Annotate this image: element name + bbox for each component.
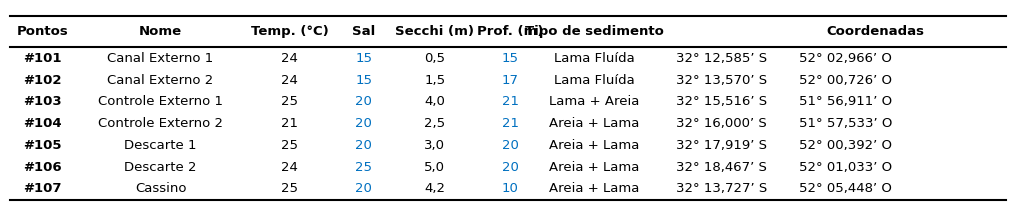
Text: #106: #106 bbox=[23, 161, 62, 174]
Text: Tipo de sedimento: Tipo de sedimento bbox=[525, 25, 663, 39]
Text: #107: #107 bbox=[23, 183, 62, 195]
Text: 1,5: 1,5 bbox=[425, 74, 445, 87]
Text: #101: #101 bbox=[23, 52, 62, 65]
Text: 24: 24 bbox=[281, 52, 298, 65]
Text: Temp. (°C): Temp. (°C) bbox=[251, 25, 328, 39]
Text: 4,0: 4,0 bbox=[425, 95, 445, 108]
Text: Coordenadas: Coordenadas bbox=[827, 25, 925, 39]
Text: 32° 18,467’ S: 32° 18,467’ S bbox=[677, 161, 767, 174]
Text: 52° 02,966’ O: 52° 02,966’ O bbox=[800, 52, 892, 65]
Text: 15: 15 bbox=[502, 52, 518, 65]
Text: 10: 10 bbox=[502, 183, 518, 195]
Text: Canal Externo 1: Canal Externo 1 bbox=[108, 52, 213, 65]
Text: 25: 25 bbox=[281, 183, 298, 195]
Text: 52° 00,392’ O: 52° 00,392’ O bbox=[799, 139, 892, 152]
Text: 20: 20 bbox=[356, 183, 372, 195]
Text: #103: #103 bbox=[23, 95, 62, 108]
Text: Lama + Areia: Lama + Areia bbox=[550, 95, 639, 108]
Text: 2,5: 2,5 bbox=[425, 117, 445, 130]
Text: Lama Fluída: Lama Fluída bbox=[554, 52, 635, 65]
Text: 15: 15 bbox=[356, 74, 372, 87]
Text: Areia + Lama: Areia + Lama bbox=[550, 161, 639, 174]
Text: 25: 25 bbox=[356, 161, 372, 174]
Text: 32° 12,585’ S: 32° 12,585’ S bbox=[676, 52, 767, 65]
Text: Pontos: Pontos bbox=[17, 25, 68, 39]
Text: 52° 00,726’ O: 52° 00,726’ O bbox=[799, 74, 892, 87]
Text: #105: #105 bbox=[23, 139, 62, 152]
Text: 25: 25 bbox=[281, 139, 298, 152]
Text: #102: #102 bbox=[23, 74, 62, 87]
Text: 3,0: 3,0 bbox=[425, 139, 445, 152]
Text: 24: 24 bbox=[281, 161, 298, 174]
Text: Areia + Lama: Areia + Lama bbox=[550, 183, 639, 195]
Text: 32° 17,919’ S: 32° 17,919’ S bbox=[676, 139, 767, 152]
Text: 32° 15,516’ S: 32° 15,516’ S bbox=[676, 95, 767, 108]
Text: 17: 17 bbox=[502, 74, 518, 87]
Text: 21: 21 bbox=[502, 117, 518, 130]
Text: Descarte 1: Descarte 1 bbox=[124, 139, 197, 152]
Text: #104: #104 bbox=[23, 117, 62, 130]
Text: Controle Externo 2: Controle Externo 2 bbox=[98, 117, 224, 130]
Text: Descarte 2: Descarte 2 bbox=[124, 161, 197, 174]
Text: 25: 25 bbox=[281, 95, 298, 108]
Text: 52° 01,033’ O: 52° 01,033’ O bbox=[799, 161, 892, 174]
Text: 20: 20 bbox=[356, 117, 372, 130]
Text: Lama Fluída: Lama Fluída bbox=[554, 74, 635, 87]
Text: Areia + Lama: Areia + Lama bbox=[550, 117, 639, 130]
Text: 24: 24 bbox=[281, 74, 298, 87]
Text: Canal Externo 2: Canal Externo 2 bbox=[108, 74, 213, 87]
Text: Nome: Nome bbox=[139, 25, 182, 39]
Text: 21: 21 bbox=[281, 117, 298, 130]
Text: 20: 20 bbox=[502, 161, 518, 174]
Text: 52° 05,448’ O: 52° 05,448’ O bbox=[800, 183, 892, 195]
Text: Areia + Lama: Areia + Lama bbox=[550, 139, 639, 152]
Text: 15: 15 bbox=[356, 52, 372, 65]
Text: 21: 21 bbox=[502, 95, 518, 108]
Text: Controle Externo 1: Controle Externo 1 bbox=[98, 95, 224, 108]
Text: 51° 56,911’ O: 51° 56,911’ O bbox=[799, 95, 892, 108]
Text: 32° 13,727’ S: 32° 13,727’ S bbox=[676, 183, 767, 195]
Text: Sal: Sal bbox=[353, 25, 375, 39]
Text: 20: 20 bbox=[356, 95, 372, 108]
Text: 20: 20 bbox=[502, 139, 518, 152]
Text: 32° 13,570’ S: 32° 13,570’ S bbox=[676, 74, 767, 87]
Text: 51° 57,533’ O: 51° 57,533’ O bbox=[799, 117, 892, 130]
Text: 20: 20 bbox=[356, 139, 372, 152]
Text: 5,0: 5,0 bbox=[425, 161, 445, 174]
Text: 0,5: 0,5 bbox=[425, 52, 445, 65]
Text: Secchi (m): Secchi (m) bbox=[395, 25, 474, 39]
Text: 4,2: 4,2 bbox=[425, 183, 445, 195]
Text: 32° 16,000’ S: 32° 16,000’ S bbox=[677, 117, 767, 130]
Text: Prof. (m): Prof. (m) bbox=[477, 25, 544, 39]
Text: Cassino: Cassino bbox=[135, 183, 186, 195]
